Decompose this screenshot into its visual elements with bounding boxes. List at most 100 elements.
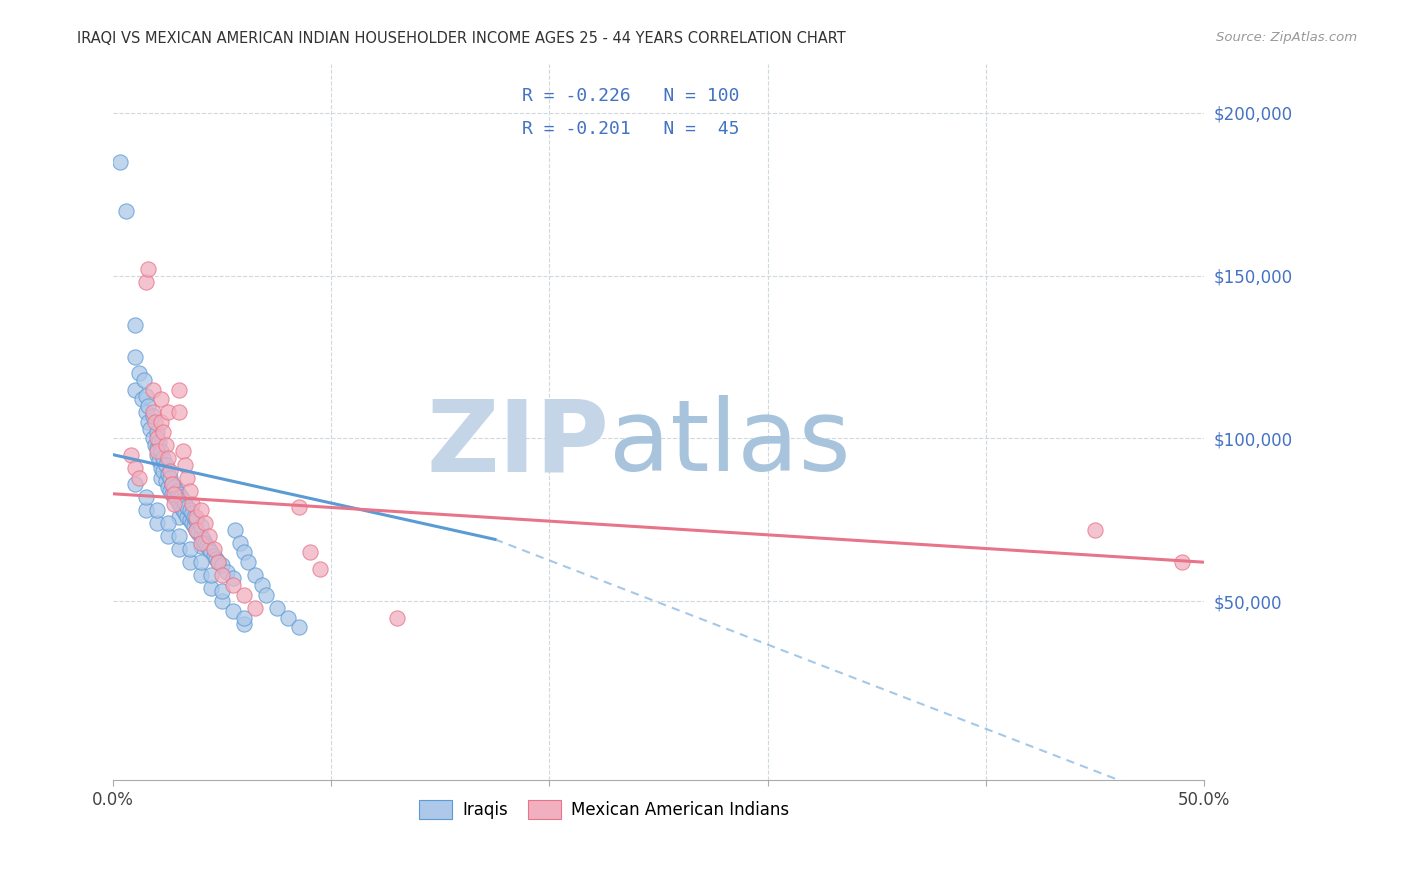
- Point: [136, 262, 159, 277]
- Point: [167, 542, 190, 557]
- Point: [176, 509, 198, 524]
- Point: [179, 555, 201, 569]
- Point: [131, 392, 153, 407]
- Point: [146, 516, 169, 530]
- Point: [190, 555, 212, 569]
- Point: [160, 477, 183, 491]
- Point: [179, 503, 201, 517]
- Point: [170, 500, 193, 514]
- Point: [156, 405, 179, 419]
- Point: [124, 477, 146, 491]
- Point: [141, 409, 163, 423]
- Text: R = -0.201   N =  45: R = -0.201 N = 45: [522, 120, 740, 137]
- Point: [135, 405, 157, 419]
- Point: [128, 367, 150, 381]
- Point: [160, 477, 183, 491]
- Point: [233, 610, 256, 624]
- Point: [146, 503, 169, 517]
- Point: [176, 500, 198, 514]
- Point: [135, 490, 157, 504]
- Point: [174, 497, 197, 511]
- Point: [156, 467, 179, 482]
- Point: [211, 568, 233, 582]
- Point: [194, 535, 217, 549]
- Point: [146, 432, 169, 446]
- Point: [141, 405, 163, 419]
- Point: [287, 620, 309, 634]
- Point: [152, 464, 174, 478]
- Point: [159, 464, 181, 478]
- Point: [115, 203, 138, 218]
- Point: [222, 571, 245, 585]
- Point: [176, 470, 198, 484]
- Point: [150, 392, 173, 407]
- Point: [159, 470, 181, 484]
- Point: [146, 425, 169, 439]
- Point: [277, 610, 299, 624]
- Point: [179, 542, 201, 557]
- Point: [207, 555, 229, 569]
- Point: [238, 555, 260, 569]
- Text: Source: ZipAtlas.com: Source: ZipAtlas.com: [1216, 31, 1357, 45]
- Point: [150, 460, 173, 475]
- Point: [224, 523, 246, 537]
- Point: [166, 493, 188, 508]
- Point: [179, 483, 201, 498]
- Point: [150, 444, 173, 458]
- Point: [172, 503, 194, 517]
- Text: R = -0.226   N = 100: R = -0.226 N = 100: [522, 87, 740, 105]
- Point: [207, 555, 229, 569]
- Point: [180, 497, 202, 511]
- Point: [152, 450, 174, 465]
- Point: [298, 545, 321, 559]
- Point: [211, 594, 233, 608]
- Point: [148, 434, 170, 449]
- Point: [266, 600, 288, 615]
- Point: [150, 415, 173, 429]
- Point: [146, 441, 169, 455]
- Point: [136, 399, 159, 413]
- Point: [148, 454, 170, 468]
- Point: [211, 584, 233, 599]
- Point: [198, 542, 221, 557]
- Point: [186, 523, 208, 537]
- Point: [179, 513, 201, 527]
- Point: [254, 588, 277, 602]
- Point: [385, 610, 408, 624]
- Point: [124, 460, 146, 475]
- Point: [180, 516, 202, 530]
- Point: [200, 545, 222, 559]
- Point: [156, 516, 179, 530]
- Point: [160, 487, 183, 501]
- Point: [167, 383, 190, 397]
- Point: [229, 535, 252, 549]
- Point: [167, 509, 190, 524]
- Point: [167, 497, 190, 511]
- Point: [156, 450, 179, 465]
- Point: [163, 490, 186, 504]
- Point: [120, 448, 142, 462]
- Point: [163, 497, 186, 511]
- Point: [186, 523, 208, 537]
- Point: [163, 487, 186, 501]
- Point: [172, 493, 194, 508]
- Point: [202, 549, 225, 563]
- Point: [124, 350, 146, 364]
- Point: [187, 525, 209, 540]
- Point: [211, 558, 233, 573]
- Point: [190, 535, 212, 549]
- Point: [190, 519, 212, 533]
- Point: [143, 415, 166, 429]
- Point: [172, 444, 194, 458]
- Point: [155, 458, 177, 472]
- Point: [132, 373, 155, 387]
- Point: [186, 509, 208, 524]
- Point: [167, 405, 190, 419]
- Point: [198, 529, 221, 543]
- Point: [143, 438, 166, 452]
- Point: [135, 503, 157, 517]
- Point: [156, 480, 179, 494]
- Point: [204, 552, 226, 566]
- Point: [190, 503, 212, 517]
- Point: [233, 545, 256, 559]
